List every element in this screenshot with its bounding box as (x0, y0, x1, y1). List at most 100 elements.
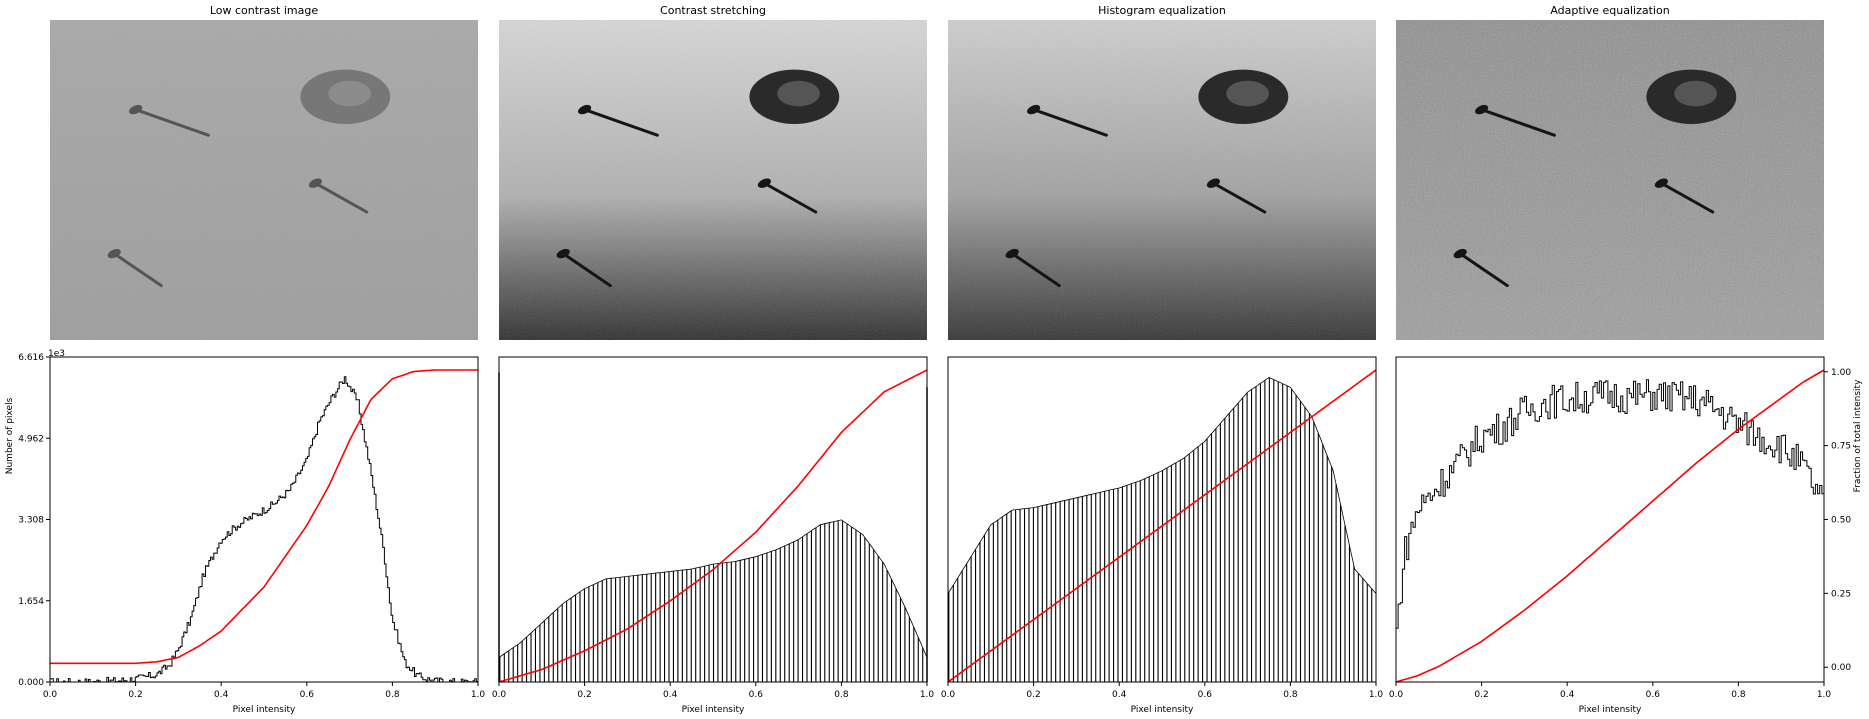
nail-2 (1211, 181, 1267, 214)
y2-tick-label: 0.50 (1831, 516, 1851, 526)
x-tick-label: 0.6 (1198, 690, 1213, 700)
x-tick-label: 0.0 (43, 690, 58, 700)
nail-2 (313, 181, 369, 214)
x-tick-label: 0.8 (1731, 690, 1746, 700)
x-tick-label: 0.0 (1389, 690, 1404, 700)
y2-tick-label: 0.00 (1831, 663, 1851, 673)
image-noise (1396, 20, 1824, 340)
nail-head-3 (107, 248, 121, 259)
image-panel-4: Adaptive equalization (1396, 4, 1824, 340)
image-noise (948, 20, 1376, 340)
x-axis-label: Pixel intensity (1579, 705, 1642, 715)
nail-head-3 (556, 248, 570, 259)
y-tick-label: 6.616 (18, 353, 44, 363)
x-tick-label: 0.4 (214, 690, 229, 700)
y2-tick-label: 0.25 (1831, 589, 1851, 599)
image-panel-1: Low contrast image (50, 4, 478, 340)
x-axis-label: Pixel intensity (682, 705, 745, 715)
nail-head-3 (1453, 248, 1467, 259)
plot-area (1396, 357, 1824, 682)
image-panel-2: Contrast stretching (499, 4, 927, 340)
left-ylabel: Number of pixels (5, 397, 15, 474)
cdf-curve (947, 369, 1377, 683)
histogram-panel-2: 0.0 0.2 0.4 0.6 0.8 1.0 Pixel intensity (492, 356, 935, 715)
x-tick-label: 0.6 (1646, 690, 1661, 700)
histogram-step-line (49, 376, 479, 683)
panel-title-1: Low contrast image (210, 4, 319, 17)
y-tick-label: 0.000 (18, 678, 44, 688)
y-tick-label: 4.962 (18, 434, 44, 444)
coin-highlight (1226, 80, 1269, 107)
nail-1 (1480, 108, 1556, 137)
image-noise (499, 20, 927, 340)
image-noise (50, 20, 478, 340)
nail-head-2 (1654, 178, 1668, 188)
right-ylabel: Fraction of total intensity (1853, 379, 1863, 492)
nail-head-2 (757, 178, 771, 188)
nail-3 (1010, 252, 1061, 288)
image-row: Low contrast image Contrast stretching His… (50, 4, 1824, 340)
histogram-panel-1: 0.0 0.2 0.4 0.6 0.8 1.0 Pixel intensity 0.000 1.… (18, 353, 485, 715)
nail-1 (1032, 108, 1108, 137)
x-tick-label: 1.0 (1369, 690, 1384, 700)
y-tick-label: 3.308 (18, 516, 44, 526)
nail-3 (112, 252, 163, 288)
coin-highlight (777, 80, 820, 107)
nail-head-1 (129, 104, 143, 115)
histogram-bars (499, 520, 924, 682)
histogram-step-line (1395, 379, 1825, 682)
histogram-panel-4: 0.0 0.2 0.4 0.6 0.8 1.0 Pixel intensity 0.00 0.2… (1389, 356, 1851, 715)
x-tick-label: 0.0 (941, 690, 956, 700)
x-tick-label: 0.6 (749, 690, 764, 700)
y2-tick-label: 0.75 (1831, 442, 1851, 452)
x-tick-label: 0.4 (1560, 690, 1575, 700)
y-tick-label: 1.654 (18, 597, 44, 607)
x-tick-label: 0.2 (128, 690, 142, 700)
histogram-row: 0.0 0.2 0.4 0.6 0.8 1.0 Pixel intensity 0.000 1.… (18, 353, 1851, 715)
histogram-panel-3: 0.0 0.2 0.4 0.6 0.8 1.0 Pixel intensity (941, 356, 1384, 715)
cdf-curve (498, 369, 928, 683)
nail-3 (561, 252, 612, 288)
x-tick-label: 0.4 (663, 690, 678, 700)
x-tick-label: 1.0 (471, 690, 486, 700)
nail-head-3 (1005, 248, 1019, 259)
x-tick-label: 1.0 (1817, 690, 1832, 700)
nail-head-1 (578, 104, 592, 115)
coin-highlight (1674, 80, 1717, 107)
axes-frame (498, 356, 928, 683)
x-tick-label: 0.8 (385, 690, 400, 700)
y-scale-note: 1e3 (48, 349, 65, 359)
x-tick-label: 1.0 (920, 690, 935, 700)
x-tick-label: 0.4 (1112, 690, 1127, 700)
panel-title-4: Adaptive equalization (1550, 4, 1669, 17)
x-tick-label: 0.2 (1026, 690, 1040, 700)
y2-tick-label: 1.00 (1831, 368, 1851, 378)
image-panel-3: Histogram equalization (948, 4, 1376, 340)
coin-highlight (328, 80, 371, 107)
x-tick-label: 0.2 (1474, 690, 1488, 700)
nail-head-1 (1027, 104, 1041, 115)
nail-1 (134, 108, 210, 137)
nail-3 (1458, 252, 1509, 288)
panel-title-3: Histogram equalization (1098, 4, 1226, 17)
x-tick-label: 0.8 (1283, 690, 1298, 700)
nail-head-2 (308, 178, 322, 188)
cdf-curve (50, 369, 478, 665)
nail-head-1 (1475, 104, 1489, 115)
nail-head-2 (1206, 178, 1220, 188)
x-tick-label: 0.8 (834, 690, 849, 700)
x-axis-label: Pixel intensity (1131, 705, 1194, 715)
histogram-outline (498, 519, 928, 658)
nail-2 (1659, 181, 1715, 214)
cdf-curve (1395, 369, 1825, 683)
x-tick-label: 0.6 (300, 690, 315, 700)
histogram-outline (947, 376, 1377, 594)
nail-1 (583, 108, 659, 137)
x-axis-label: Pixel intensity (233, 705, 296, 715)
plot-area (50, 357, 478, 682)
axes-frame (947, 356, 1377, 683)
panel-title-2: Contrast stretching (660, 4, 766, 17)
nail-2 (762, 181, 818, 214)
histogram-bars (948, 377, 1373, 682)
